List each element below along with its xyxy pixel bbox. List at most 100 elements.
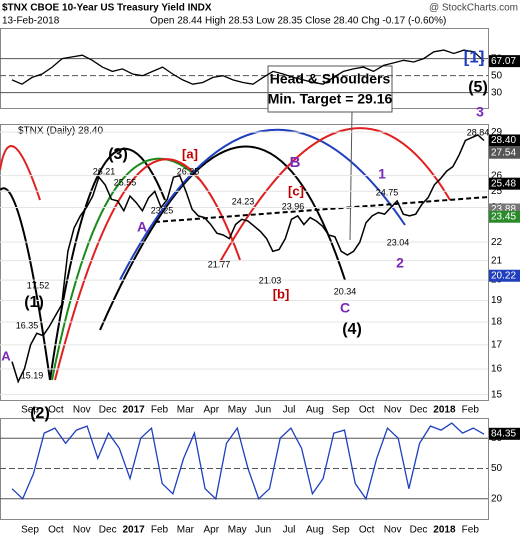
x-tick-label: Oct — [359, 525, 375, 536]
rsi-line — [11, 49, 485, 85]
x-tick-label: Sep — [21, 525, 39, 536]
x-tick-label: Jul — [283, 405, 296, 416]
x-tick-label: Nov — [73, 405, 91, 416]
annotation: 28.84 — [467, 127, 490, 137]
annotation: [c] — [288, 183, 304, 198]
y-tick-label: 25 — [491, 186, 503, 197]
quote: Open 28.44 High 28.53 Low 28.35 Close 28… — [150, 16, 446, 27]
value-tag-label: 28.40 — [491, 135, 516, 146]
annotation: 23.25 — [151, 205, 174, 215]
y-tick-label: 16 — [491, 364, 503, 375]
x-tick-label: Jun — [255, 405, 271, 416]
annotation: Min. Target = 29.16 — [268, 91, 393, 107]
y-tick-label: 50 — [491, 463, 503, 474]
x-tick-label: 2018 — [433, 405, 456, 416]
annotation: (2) — [30, 405, 50, 422]
x-tick-label: Sep — [332, 405, 350, 416]
y-tick-label: 18 — [491, 317, 503, 328]
x-tick-label: Sep — [332, 525, 350, 536]
y-tick-label: 20 — [491, 493, 503, 504]
annotation: 15.19 — [21, 370, 44, 380]
stochastic-line — [11, 422, 485, 501]
x-tick-label: Sep — [21, 405, 39, 416]
x-tick-label: Nov — [384, 525, 402, 536]
y-tick-label: 30 — [491, 87, 503, 98]
annotation: B — [290, 154, 301, 171]
title: $TNX CBOE 10-Year US Treasury Yield INDX — [2, 3, 212, 14]
annotation: 20.34 — [334, 286, 357, 296]
x-tick-label: Mar — [177, 525, 195, 536]
value-tag-label: 25.48 — [491, 178, 516, 189]
y-tick-label: 26 — [491, 170, 503, 181]
annotation: [a] — [182, 146, 198, 161]
x-tick-label: Feb — [151, 405, 169, 416]
annotation: (3) — [108, 146, 128, 163]
x-tick-label: Dec — [99, 405, 117, 416]
value-tag — [489, 177, 520, 190]
x-tick-label: Mar — [177, 405, 195, 416]
price-label: $TNX (Daily) 28.40 — [18, 126, 103, 137]
annotation: (4) — [342, 321, 362, 338]
callout-box — [267, 65, 393, 113]
annotation: 26.35 — [177, 166, 200, 176]
annotation: 24.75 — [376, 187, 399, 197]
annotation: (1) — [24, 294, 44, 311]
x-tick-label: 2018 — [433, 525, 456, 536]
x-tick-label: Oct — [359, 405, 375, 416]
y-tick-label: 22 — [491, 237, 503, 248]
x-tick-label: Dec — [410, 405, 428, 416]
y-tick-label: 19 — [491, 295, 503, 306]
y-tick-label: 15 — [491, 389, 503, 400]
y-tick-label: 50 — [491, 70, 503, 81]
annotation: 21.77 — [208, 259, 231, 269]
watermark: @ StockCharts.com — [429, 3, 518, 14]
annotation: 2 — [396, 255, 404, 271]
x-tick-label: Jul — [283, 525, 296, 536]
annotation: 24.23 — [232, 196, 255, 206]
value-tag-label: 67.07 — [491, 56, 516, 67]
value-tag — [489, 427, 520, 440]
x-tick-label: Aug — [306, 405, 324, 416]
x-tick-label: Dec — [99, 525, 117, 536]
rsi-panel — [0, 28, 489, 109]
value-tag-label: 23.45 — [491, 211, 516, 222]
date: 13-Feb-2018 — [2, 16, 60, 27]
annotation: 23.96 — [282, 201, 305, 211]
x-tick-label: Feb — [151, 525, 169, 536]
value-tag — [489, 134, 520, 147]
annotation: Head & Shoulders — [270, 71, 391, 87]
x-tick-label: Nov — [73, 525, 91, 536]
annotation: 26.21 — [93, 166, 116, 176]
annotation: 3 — [476, 104, 484, 120]
value-tag-label: 84.35 — [491, 428, 516, 439]
annotation: [b] — [273, 286, 290, 301]
annotation: C — [340, 300, 350, 316]
value-tag-label: 20.22 — [491, 270, 516, 281]
value-tag — [489, 269, 520, 282]
x-tick-label: 2017 — [122, 405, 145, 416]
value-tag — [489, 55, 520, 68]
price-panel — [0, 124, 489, 401]
x-tick-label: Apr — [204, 405, 220, 416]
annotation: A — [1, 348, 11, 363]
x-tick-label: Oct — [48, 525, 64, 536]
value-tag-label: 27.54 — [491, 147, 516, 158]
annotation: A — [137, 219, 147, 235]
annotation: 16.35 — [16, 320, 39, 330]
annotation: (5) — [468, 79, 488, 96]
x-tick-label: Oct — [48, 405, 64, 416]
x-tick-label: Dec — [410, 525, 428, 536]
y-tick-label: 21 — [491, 255, 503, 266]
x-tick-label: Feb — [462, 405, 480, 416]
annotation: 21.03 — [259, 275, 282, 285]
x-tick-label: Jun — [255, 525, 271, 536]
y-tick-label: 29 — [491, 127, 503, 138]
x-tick-label: Aug — [306, 525, 324, 536]
value-tag-label: 23.88 — [491, 204, 516, 215]
annotation: 23.04 — [387, 237, 410, 247]
x-tick-label: Feb — [462, 525, 480, 536]
x-tick-label: 2017 — [122, 525, 145, 536]
x-tick-label: May — [228, 525, 247, 536]
